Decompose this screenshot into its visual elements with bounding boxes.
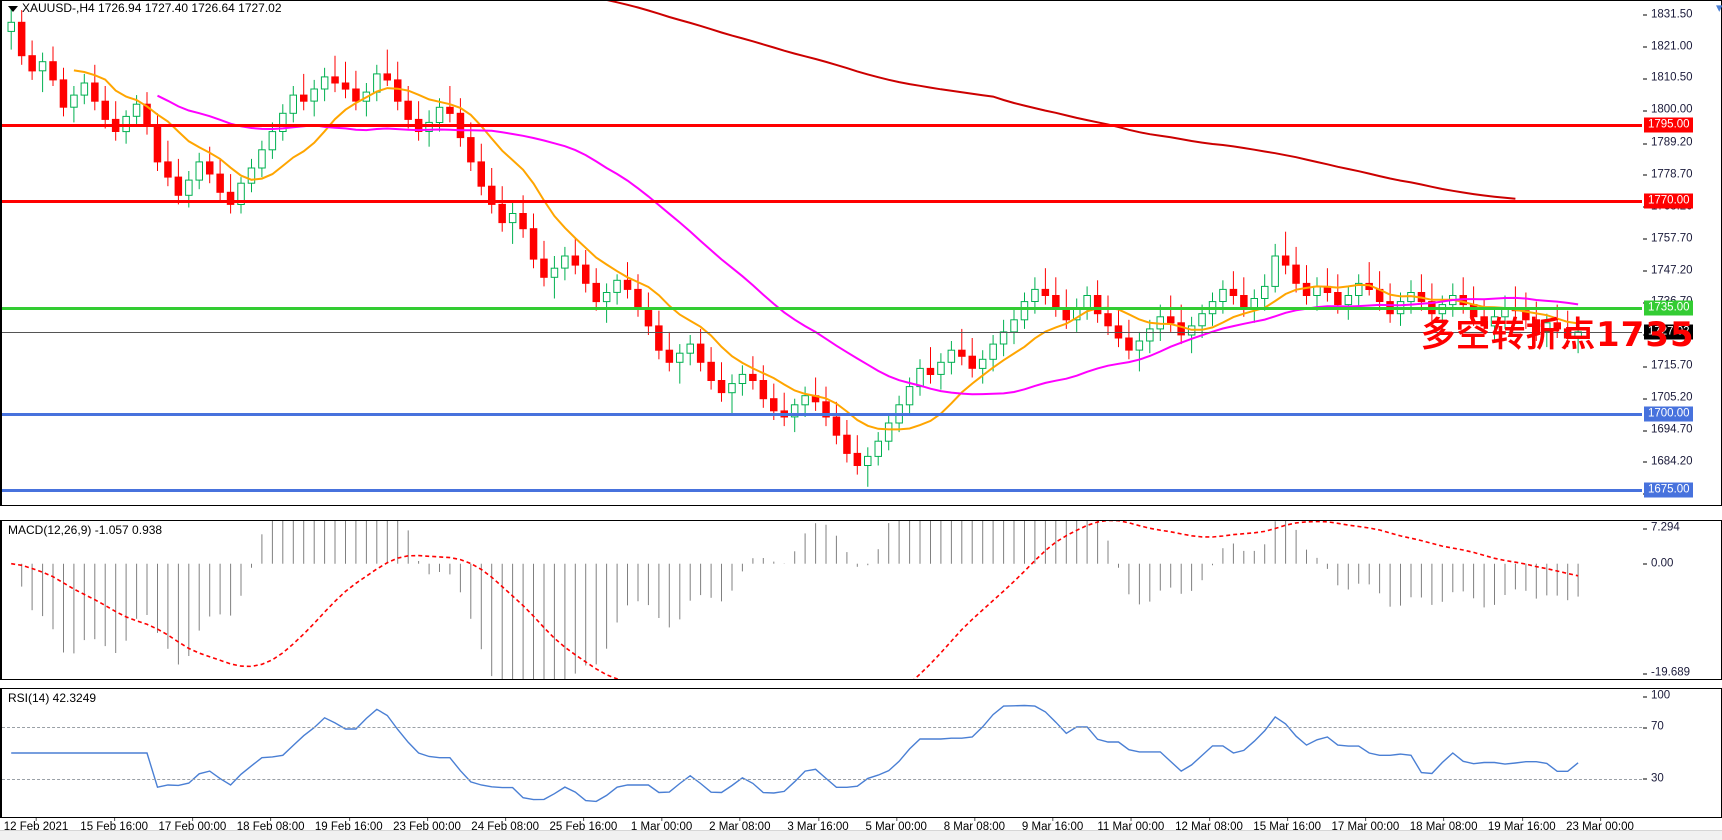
symbol-header: XAUUSD-,H4 1726.94 1727.40 1726.64 1727.… [22, 1, 282, 15]
price-tick: 1694.70 [1642, 424, 1693, 436]
rsi-panel[interactable]: RSI(14) 42.3249 100 70 30 [0, 688, 1722, 818]
price-tick: 1810.50 [1642, 72, 1693, 84]
price-chip-1770-00[interactable]: 1770.00 [1644, 193, 1693, 209]
price-tick: 1800.00 [1642, 104, 1693, 116]
price-chip-1727-02[interactable]: 1727.02 [1644, 324, 1693, 340]
rsi-label: RSI(14) 42.3249 [8, 691, 97, 705]
price-tick: 1705.20 [1642, 392, 1693, 404]
price-chip-1795-00[interactable]: 1795.00 [1644, 117, 1693, 133]
macd-plot-area[interactable] [2, 521, 1642, 679]
price-tick: 1789.20 [1642, 137, 1693, 149]
triangle-down-icon[interactable] [8, 6, 18, 12]
resistance-line-1795[interactable] [2, 124, 1642, 128]
macd-tick: 0.00 [1642, 557, 1673, 569]
rsi-tick: 70 [1642, 721, 1664, 733]
macd-panel[interactable]: MACD(12,26,9) -1.057 0.938 7.294 0.00 -19.… [0, 520, 1722, 680]
price-tick: 1778.70 [1642, 169, 1693, 180]
macd-tick: -19.689 [1642, 667, 1690, 679]
price-tick: 1715.70 [1642, 360, 1693, 372]
current-price-line [2, 331, 1642, 333]
price-tick: 1747.20 [1642, 264, 1693, 276]
chevron-down-icon[interactable]: ▾ [1716, 0, 1722, 15]
price-chip-1735-00[interactable]: 1735.00 [1644, 300, 1693, 316]
price-candlestick-svg [7, 1, 1582, 487]
macd-label: MACD(12,26,9) -1.057 0.938 [8, 523, 163, 537]
rsi-svg [11, 704, 1579, 803]
rsi-guide-70 [2, 727, 1642, 729]
price-chip-1675-00[interactable]: 1675.00 [1644, 482, 1693, 498]
price-chart-panel[interactable]: 多空转折点1735 1831.50 1821.00 1810.50 1800.00 17… [0, 0, 1722, 506]
bottom-scrollbar[interactable] [0, 830, 1722, 840]
annotation-text[interactable]: 多空转折点1735 [1421, 315, 1695, 355]
price-tick: 1684.20 [1642, 456, 1693, 467]
support-line-1700[interactable] [2, 412, 1642, 416]
rsi-plot-area[interactable] [2, 689, 1642, 817]
support-line-1675[interactable] [2, 488, 1642, 492]
price-axis[interactable]: 1831.50 1821.00 1810.50 1800.00 1789.20 1778.… [1642, 1, 1721, 505]
macd-axis[interactable]: 7.294 0.00 -19.689 [1642, 521, 1721, 679]
rsi-tick: 100 [1642, 690, 1670, 702]
resistance-line-1770[interactable] [2, 200, 1642, 204]
price-plot-area[interactable] [2, 1, 1642, 505]
rsi-tick: 30 [1642, 772, 1664, 784]
price-tick: 1757.70 [1642, 232, 1693, 244]
price-chip-1700-00[interactable]: 1700.00 [1644, 406, 1693, 422]
macd-svg [11, 521, 1579, 679]
macd-tick: 7.294 [1642, 522, 1680, 534]
price-tick: 1831.50 [1642, 8, 1693, 20]
rsi-guide-30 [2, 778, 1642, 780]
rsi-axis[interactable]: 100 70 30 [1642, 689, 1721, 817]
pivot-line-1735[interactable] [2, 306, 1642, 310]
price-tick: 1821.00 [1642, 40, 1693, 52]
